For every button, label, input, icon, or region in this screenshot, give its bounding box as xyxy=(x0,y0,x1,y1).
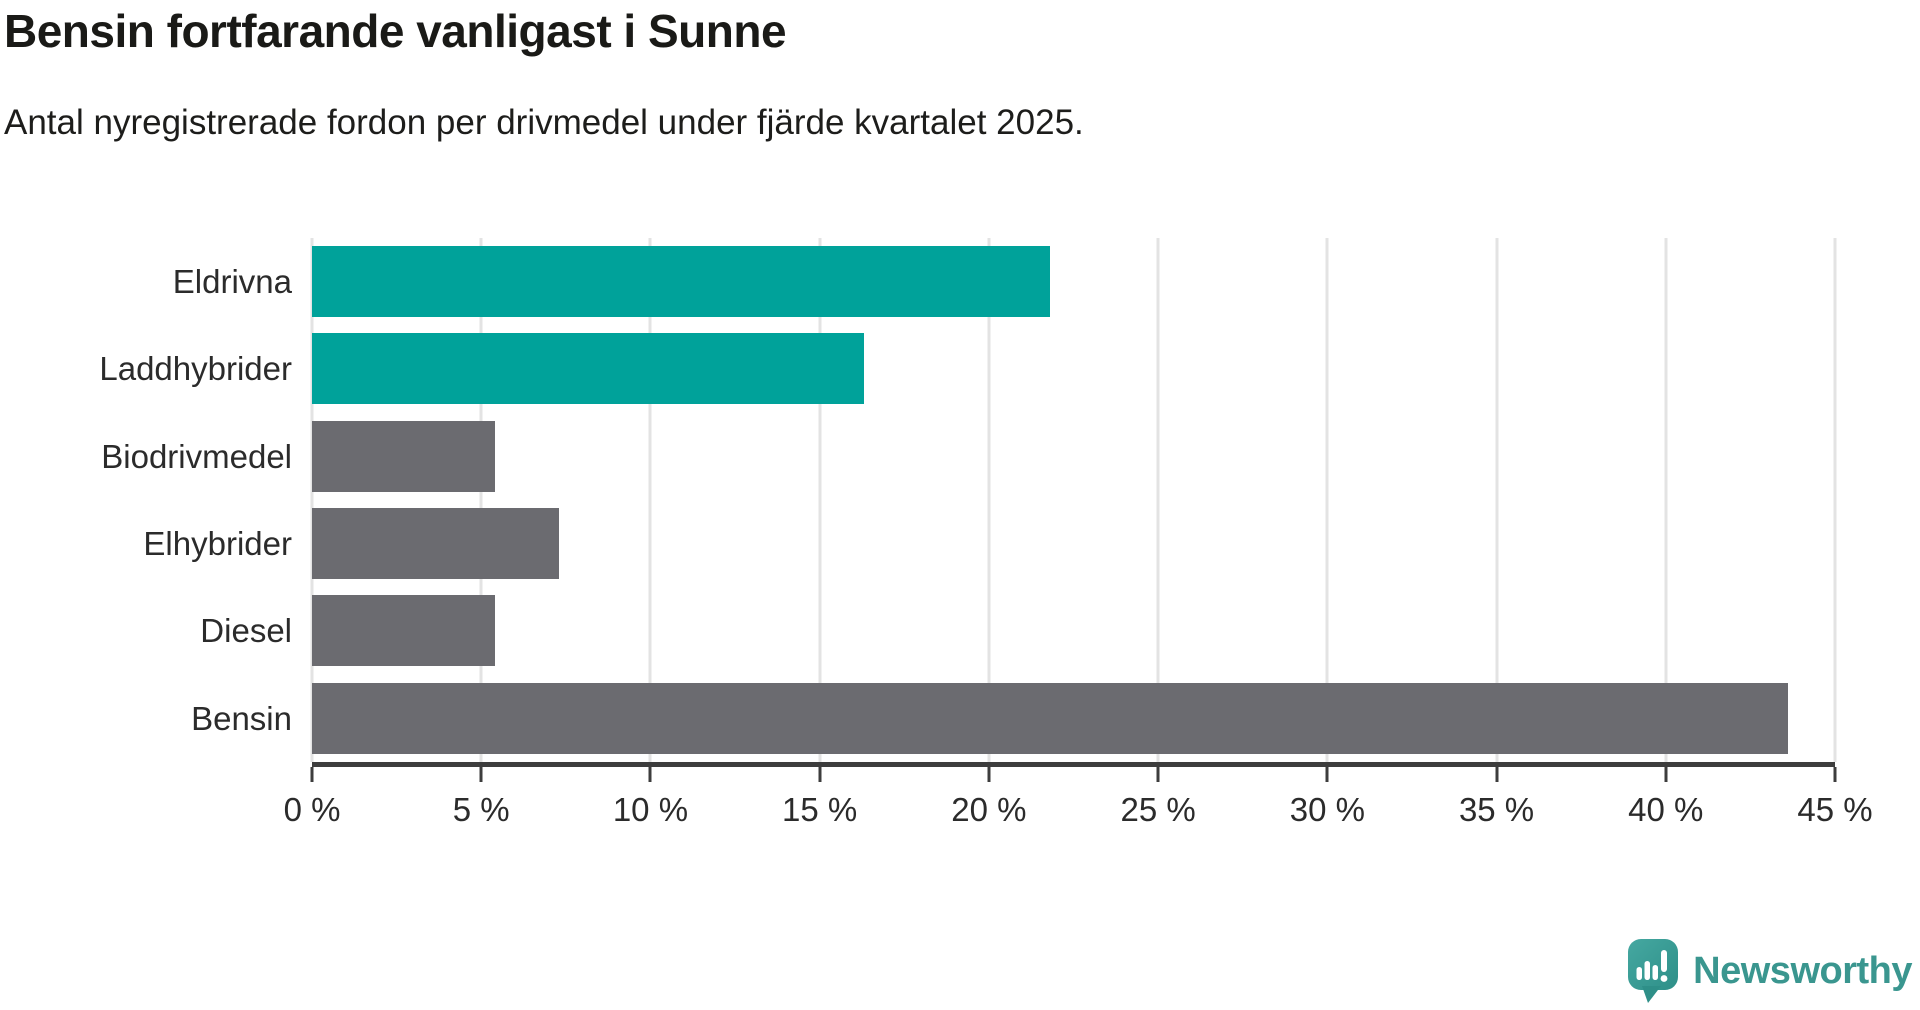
tick-label-15: 15 % xyxy=(782,791,858,828)
page-title: Bensin fortfarande vanligast i Sunne xyxy=(4,5,787,57)
tick-label-0: 0 % xyxy=(283,791,341,828)
bar-laddhybrider xyxy=(312,333,864,405)
tick-label-20: 20 % xyxy=(951,791,1027,828)
gridline-45 xyxy=(1833,238,1837,762)
newsworthy-speech-bubble-chart-icon xyxy=(1628,939,1679,1003)
gridline-20 xyxy=(987,238,991,762)
gridline-10 xyxy=(648,238,652,762)
bar-elhybrider xyxy=(312,508,560,580)
bar-biodrivmedel xyxy=(312,420,495,492)
bar-row-eldrivna: Eldrivna xyxy=(173,238,1835,325)
gridline-0 xyxy=(310,238,314,762)
tick-label-45: 45 % xyxy=(1797,791,1873,828)
bar-rows: Eldrivna Laddhybrider Biodrivmedel Elhybrid… xyxy=(99,238,1835,762)
tick-label-10: 10 % xyxy=(612,791,689,828)
bar-row-laddhybrider: Laddhybrider xyxy=(99,325,1835,412)
bar-row-elhybrider: Elhybrider xyxy=(143,500,1835,587)
bar-row-bensin: Bensin xyxy=(191,675,1835,762)
tick-mark-0 xyxy=(310,767,314,782)
gridline-35 xyxy=(1495,238,1499,762)
category-label-elhybrider: Elhybrider xyxy=(143,525,292,563)
tick-mark-5 xyxy=(479,767,483,782)
tick-mark-25 xyxy=(1156,767,1160,782)
category-label-bensin: Bensin xyxy=(191,699,292,737)
category-label-eldrivna: Eldrivna xyxy=(172,263,292,301)
category-label-diesel: Diesel xyxy=(200,612,292,650)
tick-label-30: 30 % xyxy=(1289,791,1365,828)
gridline-30 xyxy=(1325,238,1329,762)
bar-diesel xyxy=(312,595,495,667)
bar-bensin xyxy=(312,682,1788,754)
tick-mark-10 xyxy=(648,767,652,782)
tick-label-35: 35 % xyxy=(1458,791,1535,828)
page-subtitle: Antal nyregistrerade fordon per drivmede… xyxy=(4,103,1084,142)
gridline-25 xyxy=(1156,238,1160,762)
tick-mark-45 xyxy=(1833,767,1837,782)
bar-chart: Eldrivna Laddhybrider Biodrivmedel Elhybrid… xyxy=(99,238,1837,767)
gridline-15 xyxy=(818,238,822,762)
tick-label-40: 40 % xyxy=(1628,791,1704,828)
bar-eldrivna xyxy=(312,246,1050,318)
gridline-40 xyxy=(1664,238,1668,762)
brand-name: Newsworthy xyxy=(1693,949,1912,992)
tick-label-25: 25 % xyxy=(1120,791,1196,828)
tick-mark-35 xyxy=(1495,767,1499,782)
tick-mark-40 xyxy=(1664,767,1668,782)
tick-mark-20 xyxy=(987,767,991,782)
bar-row-diesel: Diesel xyxy=(200,587,1835,674)
gridline-5 xyxy=(479,238,483,762)
tick-mark-15 xyxy=(818,767,822,782)
tick-label-5: 5 % xyxy=(452,791,510,828)
category-label-laddhybrider: Laddhybrider xyxy=(99,350,292,388)
x-axis: 0 % 5 % 10 % 15 % 20 % 25 % 30 % 35 % 40 % 45 % xyxy=(284,767,1873,847)
tick-mark-30 xyxy=(1325,767,1329,782)
category-label-biodrivmedel: Biodrivmedel xyxy=(101,437,292,475)
newsworthy-logo: Newsworthy xyxy=(1627,938,1912,1004)
bar-row-biodrivmedel: Biodrivmedel xyxy=(101,413,1835,500)
